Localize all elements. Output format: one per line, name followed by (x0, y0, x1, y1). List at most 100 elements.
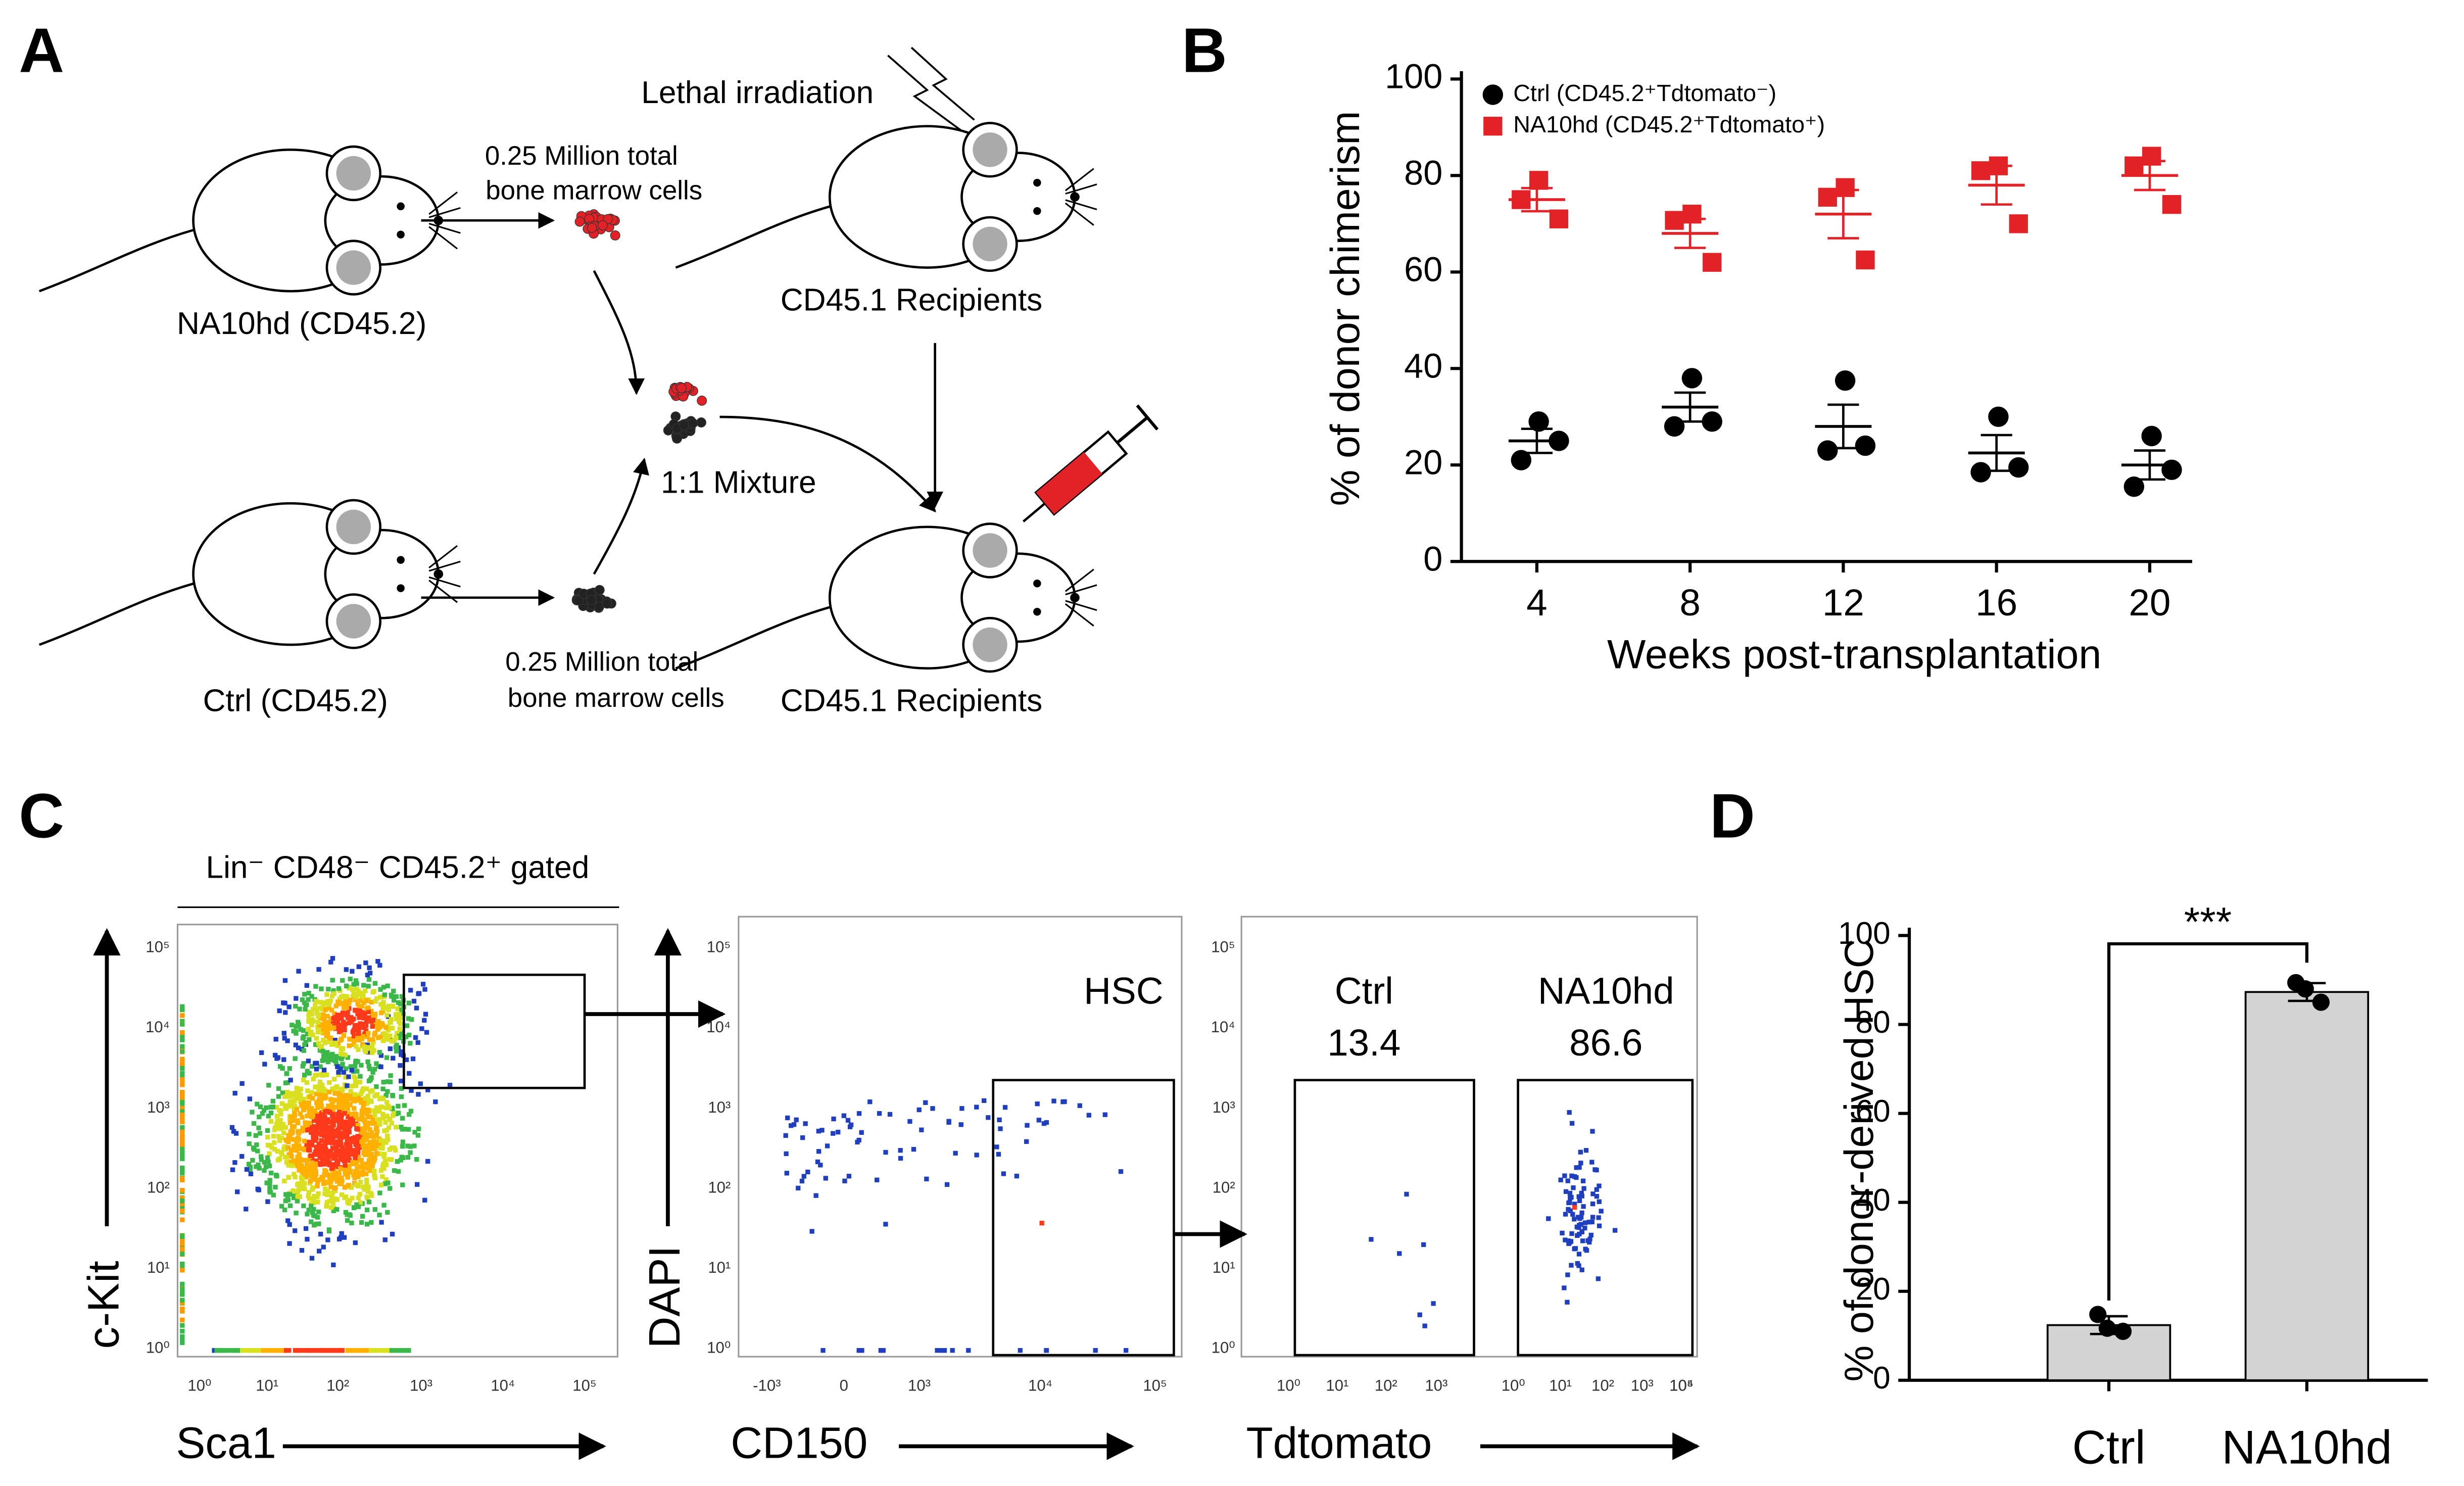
event-dot (346, 1183, 351, 1188)
event-dot (408, 1109, 414, 1114)
event-dot (796, 1185, 801, 1191)
event-dot (341, 1070, 346, 1075)
event-dot (232, 1160, 237, 1165)
event-dot (180, 1317, 185, 1322)
event-dot (420, 982, 426, 987)
event-dot (433, 1099, 438, 1105)
event-dot (286, 1133, 291, 1138)
event-dot (348, 1089, 353, 1094)
event-dot (1597, 1183, 1602, 1188)
event-dot (304, 983, 309, 988)
event-dot (353, 1059, 359, 1064)
event-dot (317, 1348, 322, 1353)
event-dot (919, 1127, 924, 1132)
event-dot (386, 1007, 391, 1013)
event-dot (322, 1052, 327, 1057)
event-dot (316, 1141, 321, 1146)
event-dot (324, 1136, 329, 1142)
event-dot (803, 1121, 808, 1126)
event-dot (1002, 1105, 1008, 1110)
flow-tick-label: 10² (1591, 1376, 1614, 1394)
event-dot (342, 1147, 347, 1152)
event-dot (1086, 1113, 1091, 1118)
event-dot (308, 1106, 313, 1111)
event-dot (366, 1009, 371, 1015)
event-dot (262, 1062, 267, 1067)
event-dot (887, 1112, 893, 1117)
event-dot (334, 1207, 340, 1212)
error-bar (1980, 164, 2012, 206)
chart-b: % of donor chimerism Weeks post-transpla… (1323, 71, 2192, 677)
event-dot (361, 983, 366, 988)
event-dot (282, 1036, 287, 1041)
event-dot (301, 1077, 306, 1082)
event-dot (1569, 1173, 1574, 1178)
event-dot (322, 1162, 327, 1167)
event-dot (354, 1126, 359, 1131)
event-dot (286, 1104, 292, 1109)
event-dot (304, 1142, 309, 1147)
event-dot (998, 1126, 1003, 1131)
event-dot (290, 1127, 295, 1132)
event-dot (180, 1101, 185, 1107)
event-dot (330, 1136, 335, 1141)
event-dot (314, 1144, 319, 1149)
event-dot (332, 1171, 337, 1176)
event-dot (287, 1203, 293, 1208)
event-dot (366, 1158, 371, 1163)
data-point (2123, 476, 2145, 497)
flow-tick-label: 10⁰ (707, 1339, 731, 1357)
event-dot (377, 1109, 382, 1114)
event-dot (398, 1021, 403, 1026)
event-dot (315, 1194, 320, 1200)
event-dot (302, 1172, 308, 1177)
event-dot (327, 1110, 332, 1115)
event-dot (346, 1126, 352, 1131)
cell (688, 418, 698, 428)
flow-tick-label: 10⁴ (1669, 1376, 1694, 1394)
event-dot (309, 1142, 315, 1147)
event-dot (322, 1040, 327, 1045)
event-dot (282, 1094, 288, 1099)
arrow (719, 415, 936, 513)
event-dot (331, 988, 336, 993)
flow-tick-label: 10⁵ (1669, 1376, 1693, 1394)
event-dot (180, 1006, 185, 1012)
flow-tick-label: 10² (1375, 1376, 1397, 1394)
event-dot (316, 1191, 321, 1196)
event-dot (322, 1146, 328, 1152)
data-point (2089, 1306, 2107, 1323)
event-dot (340, 1011, 346, 1016)
event-dot (286, 1163, 292, 1168)
event-dot (232, 1090, 237, 1096)
event-dot (308, 1094, 313, 1099)
event-dot (329, 1113, 335, 1118)
event-dot (1574, 1165, 1579, 1170)
flow-tick-label: 10⁴ (1211, 1018, 1235, 1036)
event-dot (385, 1089, 390, 1094)
event-dot (318, 1064, 323, 1069)
event-dot (315, 1030, 320, 1035)
event-dot (401, 1155, 406, 1161)
event-dot (410, 1056, 416, 1062)
event-dot (374, 1061, 379, 1066)
event-dot (366, 1184, 371, 1189)
event-dot (287, 1091, 293, 1096)
cell-clusters (571, 209, 707, 613)
event-dot (328, 1019, 333, 1024)
event-dot (352, 1023, 357, 1028)
event-dot (355, 1134, 360, 1139)
event-dot (305, 1348, 310, 1353)
event-dot (279, 1204, 284, 1209)
event-dot (363, 960, 368, 966)
event-dot (355, 1028, 360, 1033)
arrow (593, 270, 645, 395)
event-dot (344, 1066, 349, 1071)
event-dot (247, 1131, 252, 1137)
event-dot (314, 1131, 319, 1136)
event-dot (180, 1019, 185, 1024)
event-dot (250, 1110, 255, 1115)
event-dot (316, 1209, 321, 1215)
event-dot (360, 1170, 365, 1175)
event-dot (288, 1151, 294, 1157)
